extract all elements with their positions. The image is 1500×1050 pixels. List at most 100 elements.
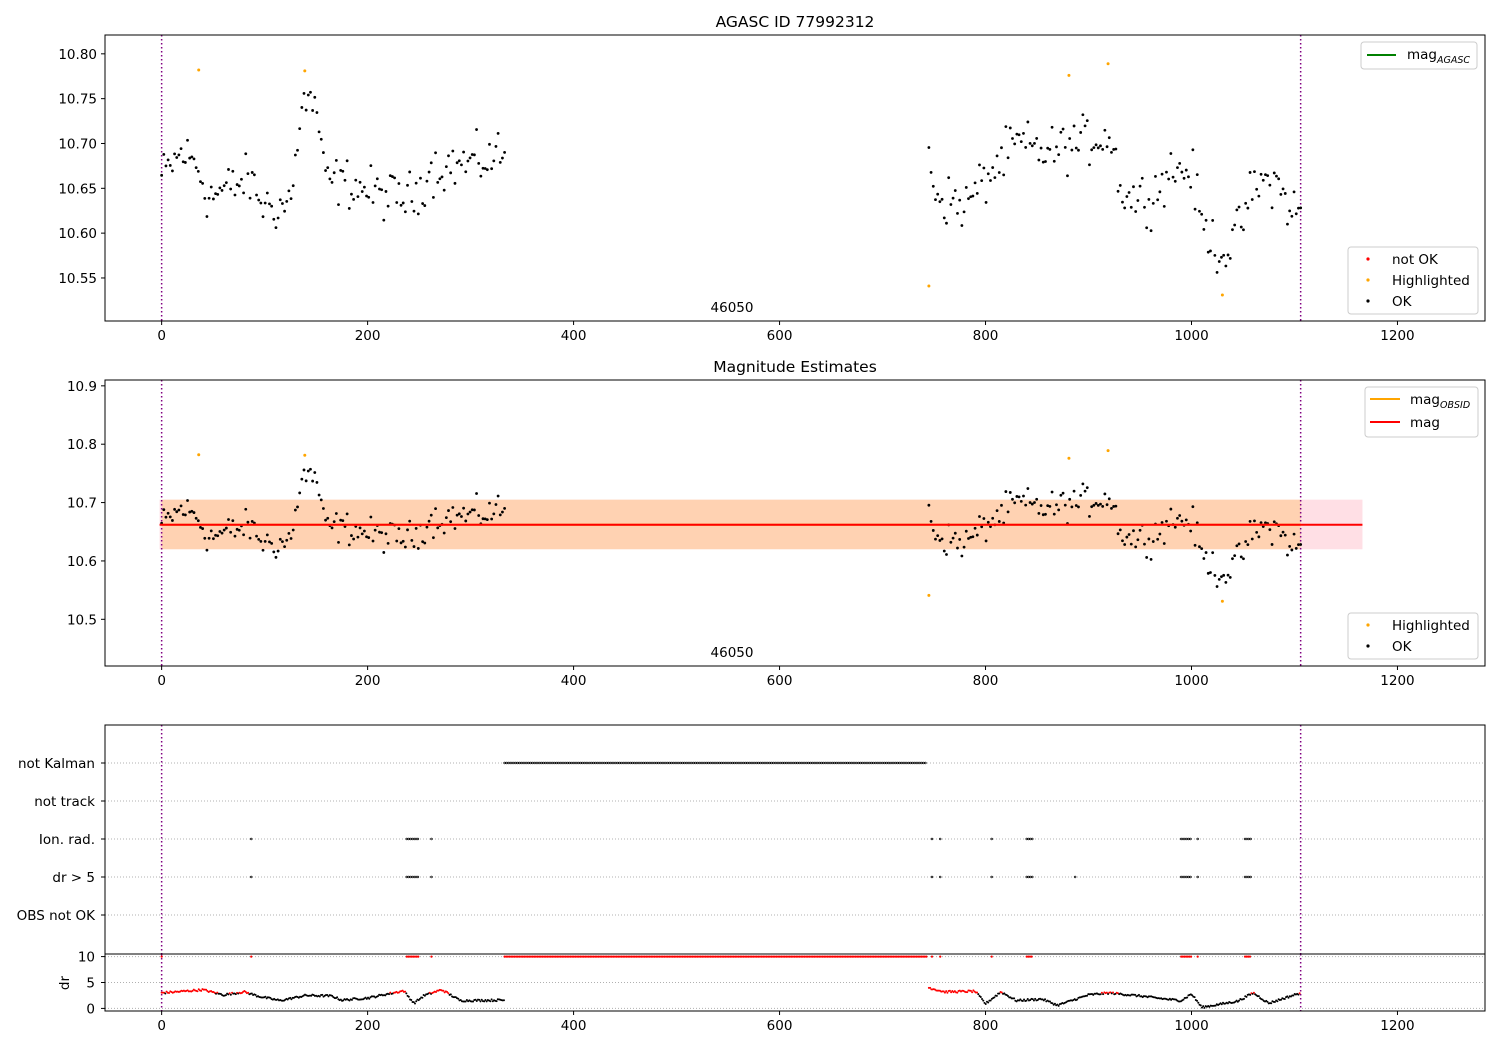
ok-point <box>494 503 498 506</box>
panel1-xtick-label: 400 <box>561 328 587 344</box>
ok-point <box>339 518 343 522</box>
ok-point <box>485 168 489 172</box>
dr-saturated-point <box>831 955 834 958</box>
dr-saturated-point <box>918 955 921 958</box>
dr-point <box>971 991 974 994</box>
dr-point <box>168 991 171 994</box>
dr-point <box>1273 1000 1276 1003</box>
ok-point <box>479 174 483 178</box>
panel4-ytick-label: 10 <box>78 950 95 966</box>
ok-point <box>315 111 319 114</box>
dr-point <box>1000 991 1003 994</box>
dr-saturated-point <box>837 955 841 958</box>
ok-point <box>367 536 371 539</box>
ok-point <box>460 515 463 518</box>
ok-point <box>929 519 933 523</box>
ok-point <box>186 138 189 142</box>
ok-point <box>416 547 420 550</box>
ok-point <box>1224 264 1228 268</box>
flag-point <box>930 837 934 841</box>
ok-point <box>490 517 494 521</box>
dr-saturated-point <box>704 955 707 958</box>
dr-point <box>413 1002 416 1005</box>
ok-point <box>1244 201 1248 205</box>
ok-point <box>1187 175 1190 179</box>
ok-point <box>1116 532 1120 536</box>
dr-point <box>250 992 253 995</box>
dr-saturated-point <box>862 955 865 958</box>
dr-saturated-point <box>867 955 870 958</box>
dr-saturated-point <box>702 955 706 958</box>
ok-point <box>296 505 299 509</box>
ok-point <box>503 506 506 510</box>
ok-point <box>462 506 466 510</box>
dr-saturated-point <box>833 955 836 958</box>
ok-point <box>1145 226 1149 230</box>
ok-point <box>1081 482 1085 486</box>
ok-point <box>358 526 362 530</box>
ok-point <box>960 224 964 227</box>
ok-point <box>347 543 351 547</box>
ok-point <box>1006 510 1010 514</box>
ok-point <box>414 526 418 530</box>
ok-point <box>278 537 282 541</box>
ok-point <box>1033 501 1036 504</box>
ok-point <box>432 536 435 540</box>
ok-point <box>287 532 291 535</box>
legend2-ok-label: OK <box>1392 639 1413 655</box>
ok-point <box>1297 543 1300 547</box>
ok-point <box>248 196 252 200</box>
ok-point <box>1063 503 1067 507</box>
dr-saturated-point <box>516 955 519 958</box>
ok-point <box>1114 504 1118 508</box>
ok-point <box>451 506 455 509</box>
dr-saturated-point <box>744 955 747 958</box>
ok-point <box>447 509 450 512</box>
ok-point <box>216 193 220 196</box>
ok-point <box>313 471 317 474</box>
ok-point <box>412 209 416 213</box>
dr-saturated-point <box>724 955 727 958</box>
ok-point <box>1250 198 1254 201</box>
dr-saturated-point <box>915 955 918 958</box>
ok-point <box>1202 557 1206 560</box>
flag-point <box>930 875 934 879</box>
ok-point <box>1096 504 1100 507</box>
dr-point <box>472 1000 475 1003</box>
dr-point <box>1053 1002 1056 1005</box>
ok-point <box>1044 512 1047 516</box>
dr-saturated-point <box>608 955 612 958</box>
dr-saturated-point <box>546 955 549 958</box>
ok-point <box>1088 163 1091 167</box>
ok-point <box>255 534 258 538</box>
dr-saturated-point <box>612 955 615 958</box>
highlighted-point <box>197 453 201 457</box>
ok-point <box>971 194 975 198</box>
ok-point <box>259 539 263 543</box>
ok-point <box>1116 189 1120 193</box>
dr-point <box>1182 998 1185 1001</box>
ok-point <box>1158 190 1162 194</box>
ok-point <box>214 192 217 196</box>
ok-point <box>1002 521 1006 525</box>
dr-saturated-point <box>1188 955 1191 958</box>
dr-saturated-point <box>543 955 546 958</box>
dr-point <box>1200 1006 1203 1009</box>
ok-point <box>490 167 494 171</box>
ok-point <box>171 519 174 522</box>
dr-saturated-point <box>671 955 674 958</box>
flag-point <box>938 837 942 841</box>
ok-point <box>1138 528 1142 532</box>
ok-point <box>337 540 340 544</box>
ok-point <box>477 161 481 165</box>
ok-point <box>1039 504 1043 507</box>
ok-point <box>962 210 966 214</box>
ok-point <box>472 153 476 157</box>
dr-saturated-point <box>763 955 767 958</box>
ok-point <box>218 530 222 533</box>
ok-point <box>1173 525 1177 529</box>
ok-point <box>444 165 448 169</box>
dr-point <box>480 998 483 1001</box>
ok-point <box>237 184 241 188</box>
dr-point <box>290 998 293 1001</box>
